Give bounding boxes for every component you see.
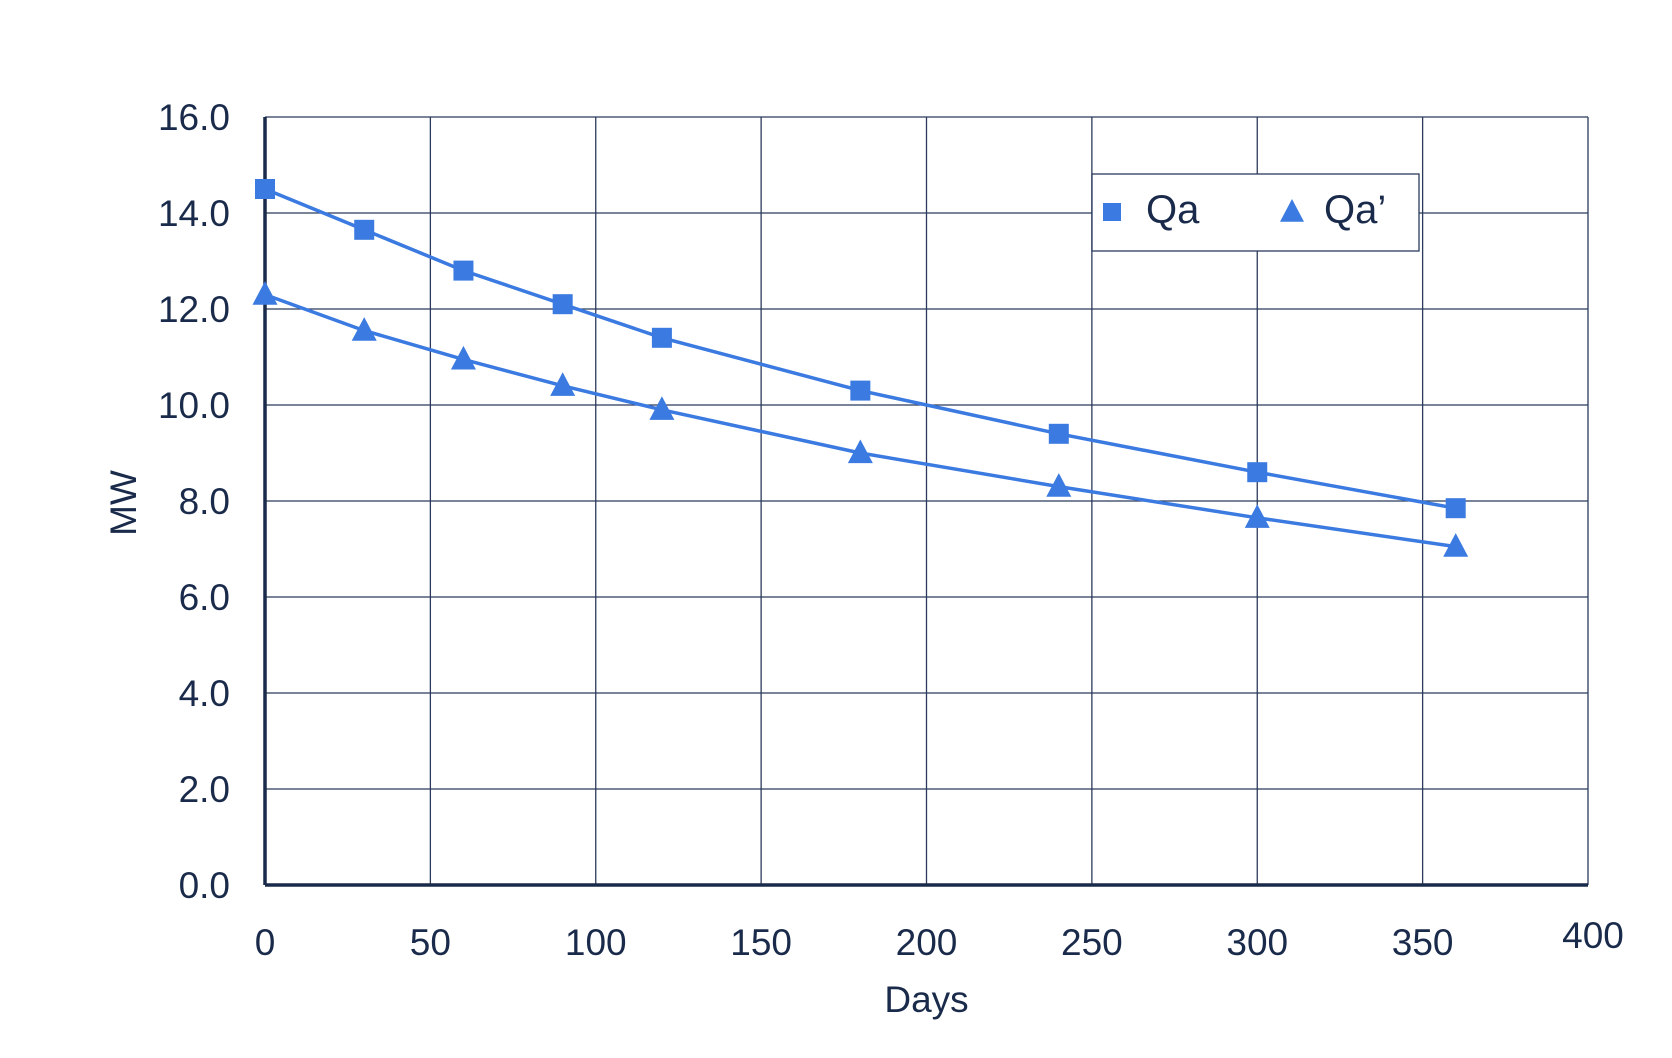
- series-1: [252, 281, 1469, 557]
- y-axis-label: MW: [103, 470, 144, 536]
- x-tick-label: 200: [896, 922, 958, 963]
- x-tick-label: 50: [410, 922, 451, 963]
- series-0: [255, 179, 1466, 519]
- series: [252, 179, 1469, 557]
- y-tick-label: 14.0: [158, 193, 230, 234]
- legend-box: [1091, 173, 1420, 252]
- legend: Qa Qa’: [1091, 173, 1420, 252]
- data-point: [351, 317, 377, 341]
- data-point: [552, 294, 573, 315]
- y-tick-label: 16.0: [158, 97, 230, 138]
- x-tick-label: 0: [255, 922, 276, 963]
- data-point: [354, 219, 375, 240]
- data-point: [255, 179, 275, 199]
- y-tick-label: 12.0: [158, 289, 230, 330]
- y-tick-label: 10.0: [158, 385, 230, 426]
- y-tick-label: 4.0: [179, 673, 230, 714]
- x-tick-label: 150: [730, 922, 792, 963]
- tick-labels: 0 50 100 150 200 250 300 350 400 0.0 2.0 4.0 6.0 8.0 1…: [158, 97, 1624, 963]
- data-point: [252, 281, 278, 305]
- data-point: [850, 380, 871, 401]
- x-tick-label: 350: [1392, 922, 1454, 963]
- axes: [263, 117, 1588, 887]
- data-point: [847, 439, 873, 464]
- legend-label: Qa: [1146, 188, 1200, 232]
- y-tick-label: 0.0: [179, 865, 230, 906]
- data-point: [649, 396, 675, 420]
- x-tick-label: 100: [565, 922, 627, 963]
- y-tick-label: 2.0: [179, 769, 230, 810]
- legend-marker-triangle: [1280, 199, 1304, 222]
- data-point: [450, 345, 476, 370]
- x-axis-label: Days: [884, 979, 968, 1020]
- x-tick-label: 250: [1061, 922, 1123, 963]
- y-tick-label: 8.0: [179, 481, 230, 522]
- series-line: [264, 292, 1456, 549]
- legend-label: Qa’: [1324, 188, 1386, 232]
- data-point: [1247, 462, 1268, 483]
- y-tick-label: 6.0: [179, 577, 230, 618]
- data-point: [1244, 504, 1270, 528]
- legend-marker-square: [1103, 203, 1121, 221]
- data-point: [550, 372, 576, 396]
- data-point: [1443, 533, 1469, 557]
- x-tick-label: 400: [1562, 915, 1624, 956]
- data-point: [1445, 498, 1466, 519]
- data-point: [651, 327, 672, 348]
- data-point: [1048, 423, 1069, 444]
- data-point: [1046, 473, 1072, 497]
- x-tick-label: 300: [1226, 922, 1288, 963]
- data-point: [453, 260, 474, 281]
